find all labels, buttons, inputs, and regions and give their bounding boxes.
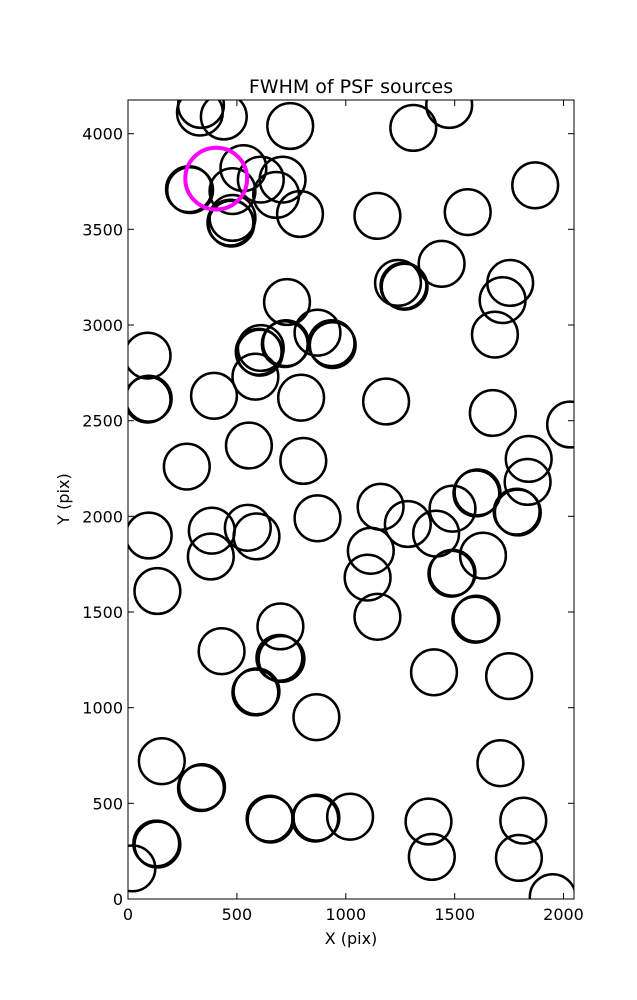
psf-source-marker [528, 872, 574, 899]
psf-source-marker [257, 634, 306, 684]
psf-source-marker [133, 566, 182, 616]
psf-source-marker [356, 482, 405, 531]
y-tick-label: 0 [113, 890, 123, 909]
psf-source-marker [545, 400, 574, 449]
x-axis-label: X (pix) [325, 929, 378, 948]
highlighted-source-marker [183, 145, 250, 212]
psf-source-marker [208, 166, 257, 216]
psf-source-marker [236, 155, 285, 204]
marker-layer [128, 100, 574, 899]
psf-source-marker [476, 739, 525, 788]
y-tick-label: 500 [92, 794, 123, 813]
x-tick-label: 500 [222, 905, 253, 924]
psf-source-marker [208, 193, 257, 243]
psf-source-marker [258, 155, 307, 204]
psf-source-marker [279, 436, 328, 486]
psf-source-marker [407, 832, 456, 882]
psf-source-marker [199, 100, 248, 141]
psf-source-marker [231, 352, 280, 401]
psf-source-marker [224, 421, 274, 470]
psf-source-marker [133, 820, 182, 869]
psf-source-marker [176, 100, 226, 130]
psf-source-marker [236, 323, 285, 373]
psf-source-marker [511, 161, 560, 210]
psf-source-marker [383, 499, 432, 549]
psf-source-marker [276, 373, 326, 422]
psf-source-marker [343, 553, 392, 602]
psf-source-marker [128, 374, 173, 423]
psf-source-marker [425, 100, 474, 130]
psf-source-marker [293, 308, 342, 357]
psf-source-marker [404, 797, 453, 846]
psf-source-marker [137, 737, 186, 786]
psf-source-marker [197, 627, 246, 676]
y-tick-label: 2500 [82, 412, 123, 431]
plot-frame [127, 99, 575, 900]
psf-source-marker [293, 494, 342, 543]
psf-source-marker [128, 331, 172, 380]
psf-source-marker [325, 792, 375, 841]
psf-source-marker [292, 693, 341, 742]
psf-source-marker [486, 258, 535, 308]
y-tick-label: 4000 [82, 125, 123, 144]
psf-source-marker [262, 277, 312, 327]
psf-source-marker [165, 165, 215, 215]
psf-source-marker [389, 103, 438, 153]
psf-source-marker [470, 310, 520, 359]
psf-source-marker [503, 457, 552, 507]
y-tick-label: 3500 [82, 220, 123, 239]
psf-source-marker [189, 371, 239, 420]
psf-source-marker [223, 503, 272, 552]
psf-source-marker [427, 549, 476, 598]
psf-source-marker [353, 191, 402, 241]
psf-source-marker [452, 594, 501, 643]
chart-title: FWHM of PSF sources [249, 76, 453, 98]
psf-source-marker [266, 101, 315, 151]
psf-source-marker [232, 667, 281, 716]
x-tick-label: 1000 [325, 905, 366, 924]
psf-source-marker [409, 648, 459, 697]
y-tick-label: 1000 [82, 699, 123, 718]
psf-source-marker [373, 258, 423, 308]
x-tick-label: 0 [123, 905, 133, 924]
psf-source-marker [428, 484, 477, 533]
psf-source-marker [453, 468, 502, 517]
psf-source-marker [494, 833, 544, 883]
psf-source-marker [443, 187, 492, 237]
psf-source-marker [308, 320, 357, 370]
psf-source-marker [128, 511, 173, 560]
psf-source-marker [353, 592, 402, 641]
y-tick-label: 3000 [82, 316, 123, 335]
psf-source-marker [256, 602, 305, 651]
psf-source-marker [275, 189, 325, 239]
psf-source-marker [417, 239, 466, 288]
y-tick-label: 2000 [82, 507, 123, 526]
psf-source-marker [380, 262, 429, 311]
y-tick-label: 1500 [82, 603, 123, 622]
psf-source-marker [186, 532, 235, 581]
psf-source-marker [292, 793, 341, 842]
psf-source-marker [499, 796, 548, 845]
y-axis-label: Y (pix) [54, 473, 73, 525]
x-tick-label: 1500 [434, 905, 475, 924]
psf-source-marker [162, 442, 211, 491]
tick-layer: 0 500 1000 1500 2000 0 500 1000 1500 2000 2500 3000… [82, 100, 584, 924]
psf-source-marker [492, 487, 541, 536]
psf-source-marker [458, 531, 508, 580]
x-tick-label: 2000 [543, 905, 584, 924]
psf-source-marker [484, 651, 534, 701]
psf-source-marker [177, 762, 227, 812]
psf-source-marker [361, 377, 411, 426]
psf-source-marker [504, 434, 553, 484]
psf-source-marker [468, 388, 517, 438]
psf-source-marker [232, 512, 281, 561]
